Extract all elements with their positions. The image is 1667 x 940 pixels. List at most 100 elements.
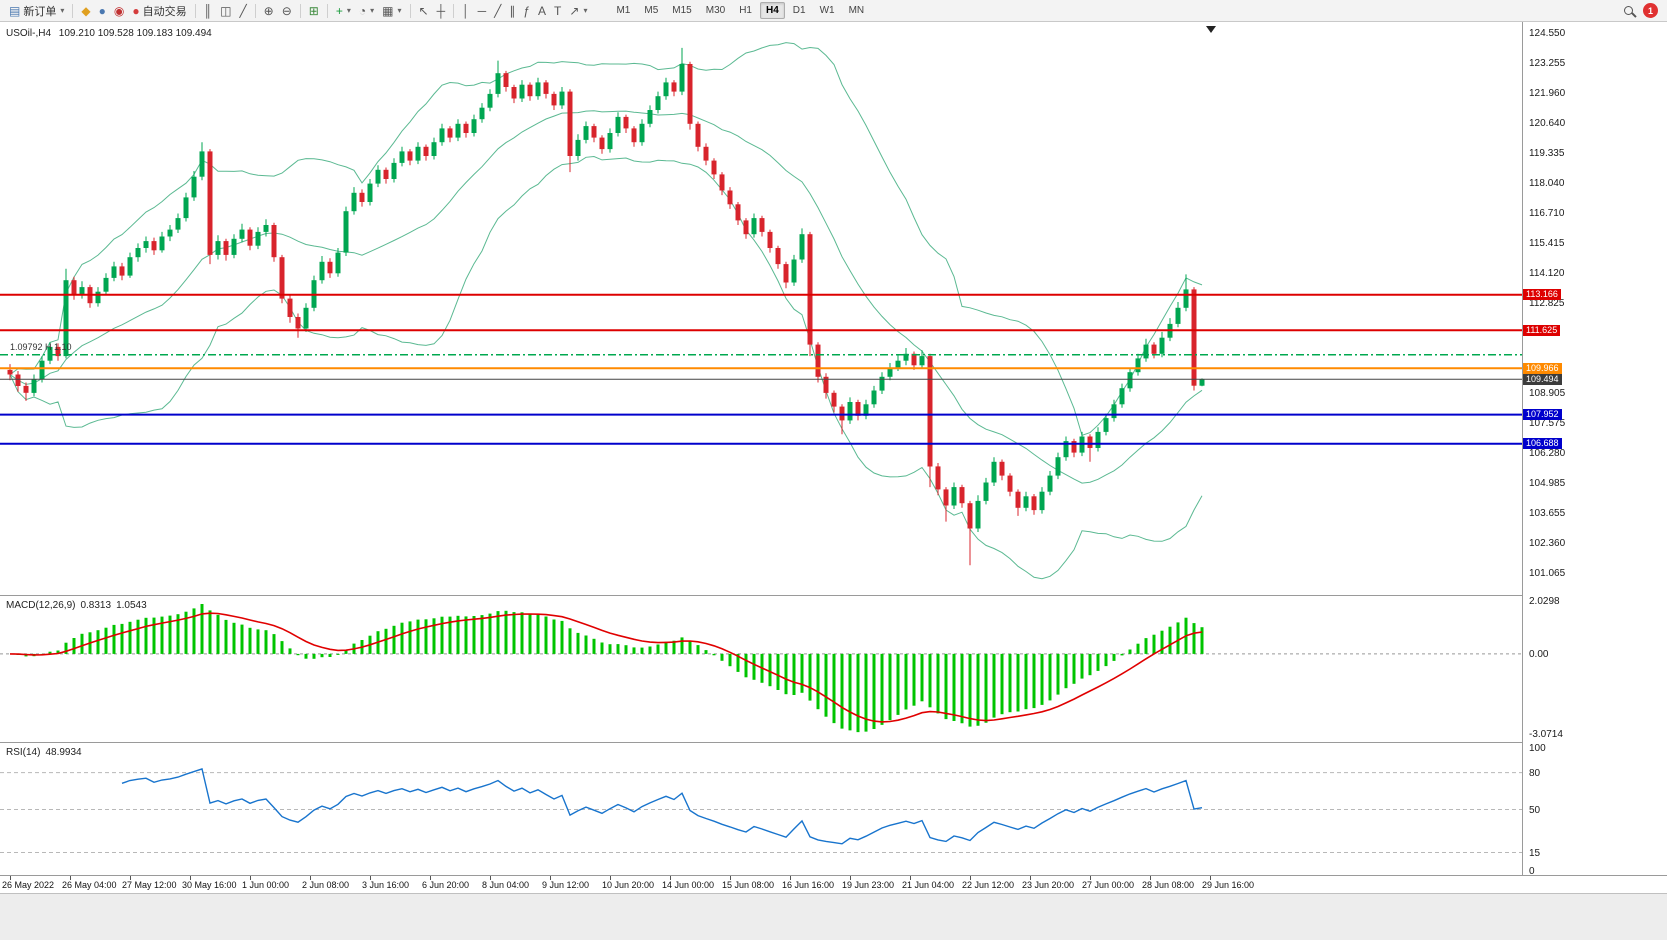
candle-body [167, 229, 173, 237]
pane-separator[interactable] [0, 742, 1667, 743]
candle-body [423, 146, 429, 156]
timeframe-d1-button[interactable]: D1 [792, 5, 806, 16]
time-label: 29 Jun 16:00 [1202, 880, 1255, 890]
timeframe-m5-button[interactable]: M5 [644, 5, 659, 16]
candle-body [711, 160, 717, 175]
candle-body [111, 266, 117, 278]
candle-body [959, 487, 965, 504]
candle-body [1047, 475, 1053, 492]
fibonacci-button[interactable]: ƒ [519, 2, 534, 20]
text-button[interactable]: A [534, 2, 550, 20]
rsi-label: RSI(14) 48.9934 [6, 747, 82, 758]
time-label: 3 Jun 16:00 [362, 880, 410, 890]
community-button[interactable]: ◉ [110, 2, 128, 20]
new-order-button[interactable]: ▤ 新订单 ▾ [5, 2, 68, 20]
candle-body [1023, 496, 1029, 508]
candle-body [439, 128, 445, 143]
horizontal-line-button[interactable]: ─ [474, 2, 491, 20]
metaeditor-button[interactable]: ◆ [77, 2, 94, 20]
candle-body [943, 489, 949, 506]
vertical-line-button[interactable]: │ [458, 2, 474, 20]
candle-body [903, 353, 909, 361]
timeframe-h1-button[interactable]: H1 [739, 5, 752, 16]
rsi-pane-canvas[interactable] [0, 744, 1522, 875]
chart-window: USOil-,H4 109.210 109.528 109.183 109.49… [0, 22, 1667, 940]
chart-text-annotation[interactable]: 1.09792 H 1.10 [10, 342, 72, 352]
line-chart-button[interactable]: ╱ [235, 2, 250, 20]
macd-signal-line [9, 612, 1203, 723]
candle-body [551, 93, 557, 106]
shift-marker-icon[interactable] [1206, 26, 1216, 33]
candle-body [287, 298, 293, 317]
arrows-button[interactable]: ↗ ▾ [565, 2, 591, 20]
candle-body [775, 248, 781, 265]
timeframe-h4-button[interactable]: H4 [759, 2, 785, 19]
macd-pane-canvas[interactable] [0, 597, 1522, 742]
zoom-out-button[interactable]: ⊖ [278, 2, 296, 20]
candle-body [735, 204, 741, 221]
candle-body [1159, 337, 1165, 354]
search-icon[interactable] [1624, 6, 1633, 15]
candle-body [799, 234, 805, 260]
autotrading-button[interactable]: ● 自动交易 [128, 2, 190, 20]
candle-body [743, 220, 749, 235]
macd-histogram [16, 604, 1204, 733]
time-axis[interactable]: 26 May 2022 26 May 04:00 27 May 12:00 30 Ma… [0, 875, 1667, 893]
time-label: 9 Jun 12:00 [542, 880, 590, 890]
notification-badge[interactable]: 1 [1643, 3, 1658, 18]
timeframe-m15-button[interactable]: M15 [672, 5, 692, 16]
templates-button[interactable]: ▦ ▾ [378, 2, 405, 20]
time-tick [490, 876, 491, 880]
macd-tick-label: 2.0298 [1529, 596, 1560, 607]
candle-body [591, 126, 597, 138]
candle-body [255, 231, 261, 246]
bar-chart-button[interactable]: ║ [200, 2, 217, 20]
candle-body [567, 91, 573, 156]
candle-body [655, 96, 661, 110]
candle-body [1055, 457, 1061, 476]
time-tick [310, 876, 311, 880]
toolbar-separator [409, 3, 411, 18]
candle-body [55, 346, 61, 357]
price-lines[interactable] [0, 293, 1522, 445]
candle-body [247, 229, 253, 246]
candles[interactable] [7, 47, 1205, 566]
cursor-button[interactable]: ↖ [415, 2, 433, 20]
bar-chart-icon: ║ [203, 3, 213, 18]
profile-button[interactable]: ● [95, 2, 110, 20]
price-tick-label: 121.960 [1529, 87, 1566, 99]
time-tick [730, 876, 731, 880]
time-label: 2 Jun 08:00 [302, 880, 350, 890]
candle-body [279, 257, 285, 299]
timeframe-mn-button[interactable]: MN [848, 5, 865, 16]
indicators-button[interactable]: + ▾ [332, 2, 355, 20]
candle-body [71, 280, 77, 294]
candlestick-chart-button[interactable]: ◫ [216, 2, 235, 20]
periods-button[interactable]: ◔ ▾ [355, 2, 378, 20]
candle-body [15, 374, 21, 386]
timeframe-m30-button[interactable]: M30 [705, 5, 726, 16]
time-label: 10 Jun 20:00 [602, 880, 655, 890]
candle-body [1127, 372, 1133, 389]
timeframe-m1-button[interactable]: M1 [616, 5, 631, 16]
candle-body [703, 146, 709, 161]
timeframe-toolbar: M1 M5 M15 M30 H1 H4 D1 W1 MN [609, 2, 871, 19]
candle-body [207, 151, 213, 255]
zoom-in-button[interactable]: ⊕ [260, 2, 278, 20]
horizontal-line-icon: ─ [477, 3, 487, 18]
label-button[interactable]: T [550, 2, 565, 20]
rsi-tick-label: 80 [1529, 767, 1541, 779]
candle-body [327, 261, 333, 274]
main-chart-canvas[interactable] [0, 22, 1522, 595]
pane-separator[interactable] [0, 595, 1667, 596]
trendline-button[interactable]: ╱ [490, 2, 505, 20]
candle-body [431, 142, 437, 156]
crosshair-button[interactable]: ┼ [433, 2, 450, 20]
price-tick-label: 106.280 [1529, 448, 1566, 460]
price-axis[interactable]: 124.550 123.255 121.960 120.640 119.335 118.0… [1522, 22, 1667, 877]
channel-button[interactable]: ∥ [505, 2, 519, 20]
timeframe-w1-button[interactable]: W1 [819, 5, 835, 16]
zoom-in-icon: ⊕ [263, 3, 274, 18]
candle-body [663, 82, 669, 97]
tile-windows-button[interactable]: ⊞ [305, 2, 323, 20]
